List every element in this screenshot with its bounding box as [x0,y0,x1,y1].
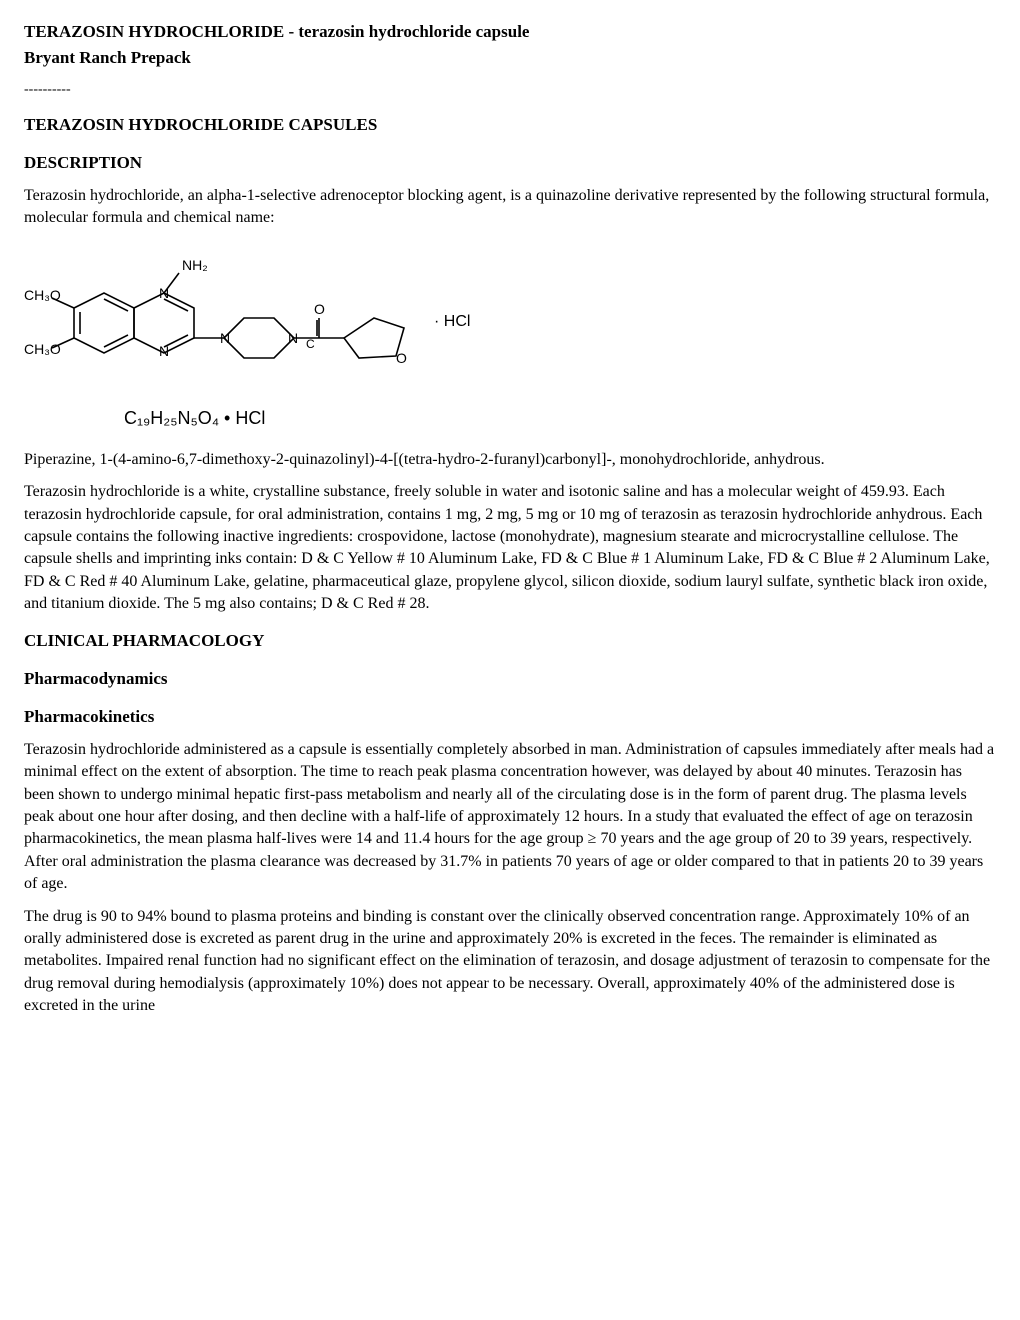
chem-label-nh2: NH₂ [182,257,208,273]
separator-dashes: ---------- [24,80,996,100]
org-name: Bryant Ranch Prepack [24,46,996,70]
chem-label-n3: N [220,330,230,346]
document-title: TERAZOSIN HYDROCHLORIDE - terazosin hydr… [24,20,996,44]
chem-label-n2: N [159,343,169,359]
description-body: Terazosin hydrochloride is a white, crys… [24,481,996,615]
chem-label-ch3o-bot: CH₃O [24,341,61,357]
pharmacokinetics-p2: The drug is 90 to 94% bound to plasma pr… [24,906,996,1018]
chem-label-n4: N [288,330,298,346]
pharmacokinetics-p1: Terazosin hydrochloride administered as … [24,739,996,896]
clinical-heading: CLINICAL PHARMACOLOGY [24,629,996,653]
chemical-structure-diagram: NH₂ CH₃O CH₃O N N N N O O C · HCl C₁₉H₂₅… [24,248,996,431]
pharmacokinetics-heading: Pharmacokinetics [24,705,996,729]
piperazine-name: Piperazine, 1-(4-amino-6,7-dimethoxy-2-q… [24,449,996,471]
chem-label-ch3o-top: CH₃O [24,287,61,303]
chem-label-hcl: · HCl [434,313,470,330]
document-subtitle: TERAZOSIN HYDROCHLORIDE CAPSULES [24,113,996,137]
chem-label-n1: N [159,285,169,301]
chem-label-o1: O [314,301,325,317]
chem-label-c: C [306,337,315,351]
description-heading: DESCRIPTION [24,151,996,175]
description-intro: Terazosin hydrochloride, an alpha-1-sele… [24,185,996,230]
chem-label-o2: O [396,350,407,366]
pharmacodynamics-heading: Pharmacodynamics [24,667,996,691]
chem-formula-line: C₁₉H₂₅N₅O₄ • HCl [124,406,996,431]
